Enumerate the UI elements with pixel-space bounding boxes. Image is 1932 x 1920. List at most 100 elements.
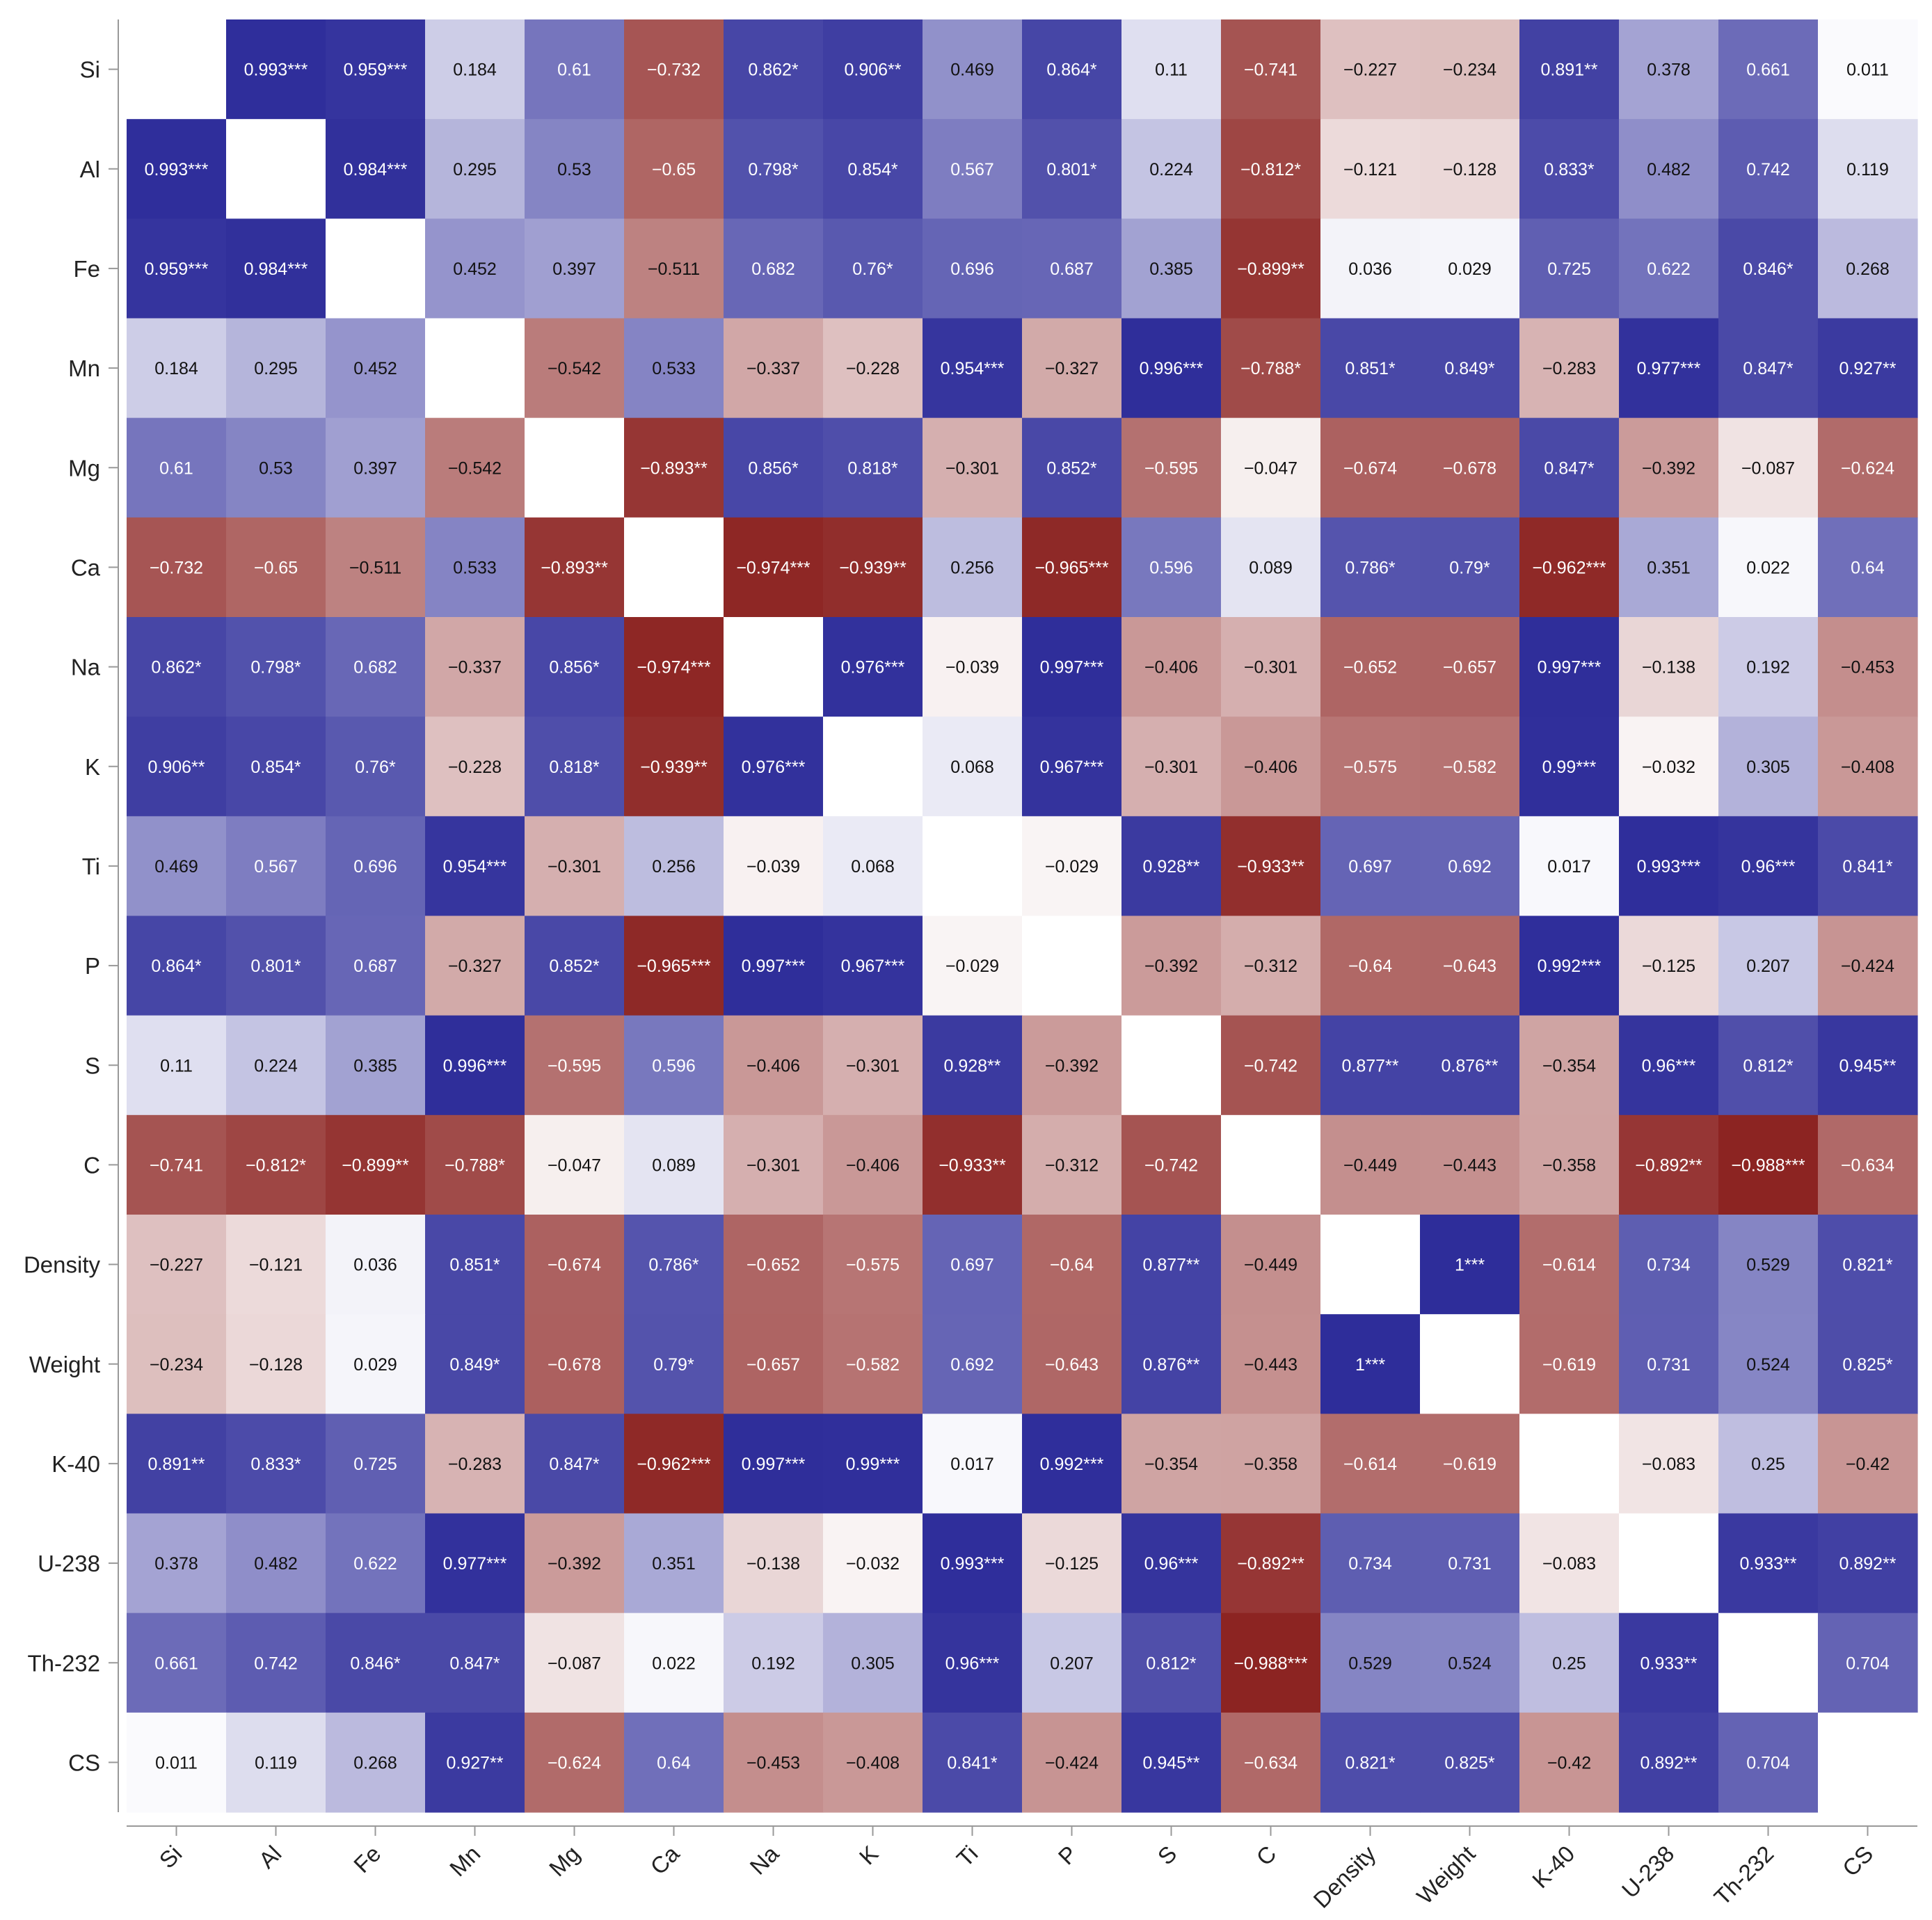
cell-value-label: 0.397 <box>353 458 397 478</box>
cell-value-label: −0.788* <box>1240 359 1301 378</box>
cell-value-label: −0.424 <box>1045 1753 1099 1773</box>
heatmap-cell <box>1519 119 1620 219</box>
cell-value-label: 0.993*** <box>145 160 209 179</box>
heatmap-cell <box>326 816 426 917</box>
heatmap-cell <box>127 1114 227 1215</box>
heatmap-cell <box>1619 1215 1719 1315</box>
heatmap-cell <box>1619 1712 1719 1813</box>
heatmap-cell <box>1718 318 1819 419</box>
cell-value-label: −0.128 <box>1443 160 1496 179</box>
heatmap-cell <box>226 617 326 717</box>
y-tick-label: CS <box>68 1750 100 1775</box>
cell-value-label: 0.378 <box>1647 61 1691 80</box>
heatmap-cell <box>1519 517 1620 618</box>
cell-value-label: −0.087 <box>1741 458 1795 478</box>
cell-value-label: 1*** <box>1455 1256 1485 1275</box>
heatmap-cell <box>1718 19 1819 120</box>
heatmap-cell <box>624 1015 724 1116</box>
heatmap-cell <box>1718 1114 1819 1215</box>
heatmap-cell <box>1221 1513 1321 1614</box>
cell-value-label: −0.039 <box>945 658 999 678</box>
heatmap-cell <box>1420 915 1520 1016</box>
cell-value-label: 0.79* <box>653 1355 694 1375</box>
heatmap-cell <box>1718 816 1819 917</box>
y-tick-label: Na <box>71 655 101 680</box>
cell-value-label: −0.406 <box>1244 758 1298 777</box>
heatmap-cell <box>923 1215 1023 1315</box>
cell-value-label: −0.812* <box>1240 160 1301 179</box>
cell-value-label: −0.892** <box>1635 1155 1702 1175</box>
y-tick-label: S <box>85 1053 100 1078</box>
heatmap-cell <box>1420 617 1520 717</box>
heatmap-cell <box>425 1015 525 1116</box>
cell-value-label: −0.542 <box>548 359 601 378</box>
heatmap-cell <box>1320 1613 1421 1713</box>
heatmap-cell <box>127 816 227 917</box>
heatmap-cell <box>1121 1015 1222 1116</box>
heatmap-cell <box>425 417 525 518</box>
heatmap-cell <box>1619 617 1719 717</box>
cell-value-label: −0.083 <box>1642 1455 1695 1474</box>
heatmap-cell <box>1121 417 1222 518</box>
x-tick-label: Ca <box>645 1840 684 1879</box>
heatmap-cell <box>1818 218 1918 319</box>
heatmap-cell <box>425 318 525 419</box>
heatmap-cell <box>425 1513 525 1614</box>
heatmap-cell <box>1121 1114 1222 1215</box>
heatmap-cell <box>624 1414 724 1514</box>
heatmap-cell <box>326 417 426 518</box>
heatmap-cell <box>1022 1613 1122 1713</box>
x-tick-label: Al <box>254 1841 287 1873</box>
cell-value-label: 1*** <box>1355 1355 1385 1375</box>
heatmap-cell <box>923 915 1023 1016</box>
cell-value-label: 0.25 <box>1751 1455 1785 1474</box>
cell-value-label: −0.047 <box>548 1155 601 1175</box>
heatmap-cell <box>724 717 824 817</box>
heatmap-cell <box>1221 1414 1321 1514</box>
x-tick-label: U-238 <box>1617 1841 1679 1903</box>
cell-value-label: −0.125 <box>1642 957 1695 976</box>
cell-value-label: −0.358 <box>1244 1455 1298 1474</box>
heatmap-cell <box>1221 19 1321 120</box>
heatmap-cell <box>1420 1114 1520 1215</box>
cell-value-label: 0.036 <box>353 1256 397 1275</box>
heatmap-cell <box>127 617 227 717</box>
cell-value-label: 0.731 <box>1448 1554 1492 1574</box>
heatmap-cell <box>1718 717 1819 817</box>
cell-value-label: −0.301 <box>548 857 601 877</box>
cell-value-label: 0.996*** <box>1140 359 1204 378</box>
cell-value-label: −0.624 <box>1841 458 1894 478</box>
heatmap-cell <box>1121 1314 1222 1414</box>
cell-value-label: 0.798* <box>250 658 301 678</box>
heatmap-cell <box>1619 417 1719 518</box>
heatmap-cell <box>1619 1314 1719 1414</box>
heatmap-cell <box>1519 1215 1620 1315</box>
heatmap-cell <box>1022 1114 1122 1215</box>
heatmap-cell <box>326 1314 426 1414</box>
heatmap-cell <box>624 816 724 917</box>
cell-value-label: 0.224 <box>1149 160 1193 179</box>
heatmap-cell <box>1121 19 1222 120</box>
heatmap-cell <box>226 1215 326 1315</box>
heatmap-cell <box>624 1215 724 1315</box>
heatmap-cell <box>127 19 227 120</box>
cell-value-label: 0.967*** <box>1040 758 1104 777</box>
cell-value-label: −0.453 <box>1841 658 1894 678</box>
cell-value-label: 0.305 <box>851 1654 895 1673</box>
cell-value-label: −0.893** <box>541 558 608 577</box>
cell-value-label: 0.928** <box>943 1056 1000 1075</box>
cell-value-label: −0.962*** <box>1532 558 1606 577</box>
heatmap-cell <box>425 19 525 120</box>
heatmap-cell <box>127 318 227 419</box>
heatmap-cell <box>1420 218 1520 319</box>
heatmap-cell <box>923 1712 1023 1813</box>
heatmap-cell <box>1818 318 1918 419</box>
cell-value-label: 0.821* <box>1345 1753 1396 1773</box>
heatmap-cell <box>425 617 525 717</box>
cell-value-label: 0.852* <box>549 957 600 976</box>
x-tick-label: Na <box>744 1840 783 1879</box>
cell-value-label: 0.029 <box>353 1355 397 1375</box>
heatmap-cell <box>425 1215 525 1315</box>
heatmap-cell <box>923 19 1023 120</box>
cell-value-label: 0.851* <box>449 1256 500 1275</box>
